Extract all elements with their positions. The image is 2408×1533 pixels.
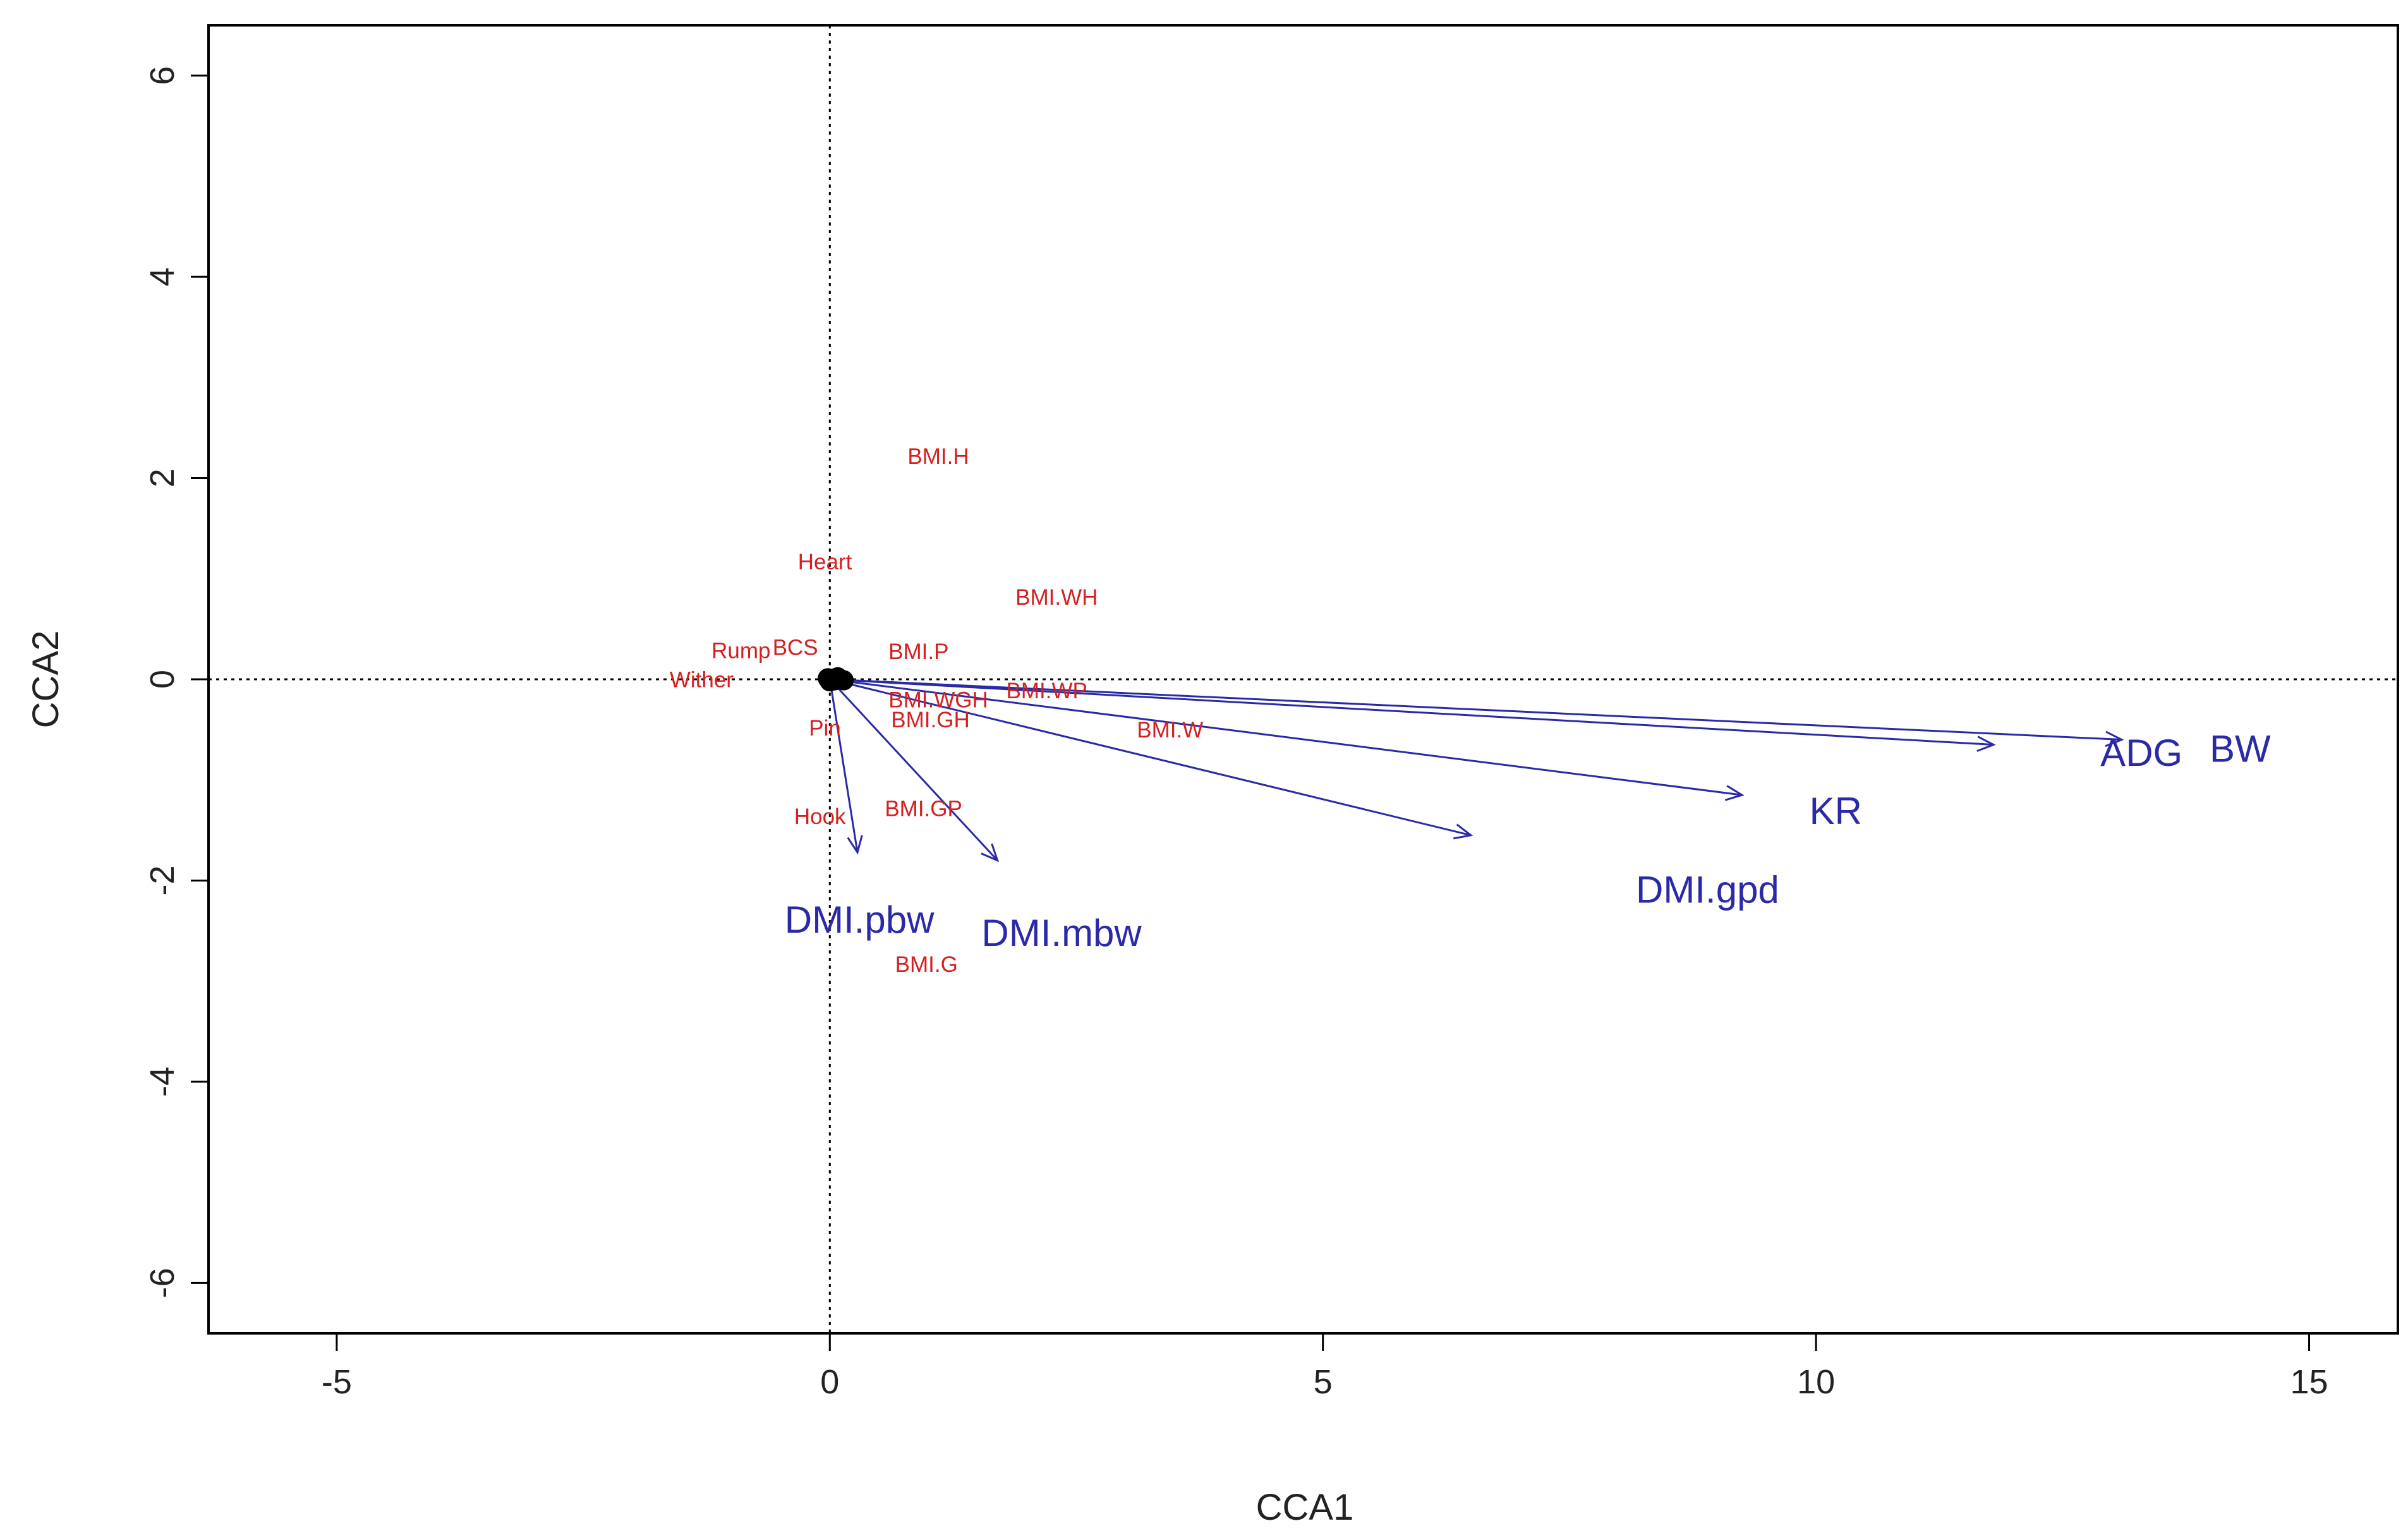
- arrow-head: [981, 843, 1000, 863]
- site-label-bmi-g: BMI.G: [895, 952, 958, 977]
- reference-lines: [209, 25, 2398, 1333]
- arrow-shaft: [829, 678, 998, 861]
- x-tick-label: 0: [820, 1363, 839, 1401]
- arrow-adg: [830, 678, 1996, 752]
- arrow-label-dmi-pbw: DMI.pbw: [785, 899, 935, 941]
- x-tick-label: 5: [1314, 1363, 1333, 1401]
- y-tick-label: -4: [143, 1067, 181, 1097]
- arrow-labels: BW ADG KR DMI.gpd DMI.mbw DMI.pbw: [785, 727, 2271, 954]
- arrow-group: [828, 678, 2124, 863]
- arrow-dmi-mbw: [829, 678, 1000, 863]
- arrow-label-dmi-gpd: DMI.gpd: [1636, 868, 1779, 911]
- y-tick-label: 6: [143, 66, 181, 85]
- site-label-bmi-wgh: BMI.WGH: [888, 688, 988, 712]
- site-label-bmi-gp: BMI.GP: [885, 796, 962, 821]
- y-tick-label: -6: [143, 1268, 181, 1298]
- arrow-shaft: [830, 678, 2122, 741]
- site-label-pin: Pin: [809, 716, 841, 741]
- origin-point: [833, 670, 854, 691]
- arrow-shaft: [830, 678, 1743, 796]
- site-label-rump: Rump: [711, 638, 770, 663]
- arrow-label-dmi-mbw: DMI.mbw: [981, 912, 1142, 954]
- arrow-shaft: [830, 678, 1994, 746]
- site-label-bmi-p: BMI.P: [888, 639, 948, 664]
- arrow-dmi-gpd: [829, 678, 1473, 840]
- arrow-shaft: [829, 678, 1472, 837]
- site-label-bmi-h: BMI.H: [907, 444, 969, 469]
- arrow-head: [847, 835, 863, 855]
- arrow-dmi-pbw: [828, 679, 863, 855]
- arrow-head: [1453, 823, 1473, 840]
- site-label-bmi-w: BMI.W: [1137, 718, 1203, 742]
- y-tick-label: -2: [143, 865, 181, 895]
- y-axis: -6 -4 -2 0 2 4 6: [143, 66, 209, 1298]
- x-axis-title: CCA1: [1256, 1487, 1354, 1528]
- arrow-head: [1724, 785, 1745, 801]
- site-label-bmi-wh: BMI.WH: [1015, 585, 1098, 610]
- arrow-kr: [830, 678, 1745, 801]
- arrow-bw: [830, 678, 2124, 748]
- site-label-wither: Wither: [670, 667, 734, 692]
- site-label-heart: Heart: [798, 550, 852, 574]
- x-tick-label: 15: [2290, 1363, 2328, 1401]
- arrow-label-kr: KR: [1810, 790, 1862, 832]
- site-label-bmi-gh: BMI.GH: [891, 708, 969, 732]
- x-tick-label: -5: [322, 1363, 352, 1401]
- arrow-shaft: [828, 679, 859, 853]
- arrow-label-adg: ADG: [2100, 732, 2182, 774]
- y-tick-label: 2: [143, 469, 181, 488]
- arrow-label-bw: BW: [2210, 727, 2271, 770]
- origin-points: [818, 667, 854, 692]
- site-label-hook: Hook: [794, 804, 846, 829]
- arrow-head: [2105, 730, 2124, 748]
- y-tick-label: 0: [143, 670, 181, 689]
- x-tick-label: 10: [1797, 1363, 1835, 1401]
- x-axis: -5 0 5 10 15: [322, 1333, 2328, 1401]
- y-axis-title: CCA2: [25, 631, 66, 729]
- y-tick-label: 4: [143, 267, 181, 286]
- arrow-head: [1976, 736, 1996, 752]
- site-label-bcs: BCS: [773, 635, 818, 660]
- site-label-bmi-wp: BMI.WP: [1007, 679, 1087, 703]
